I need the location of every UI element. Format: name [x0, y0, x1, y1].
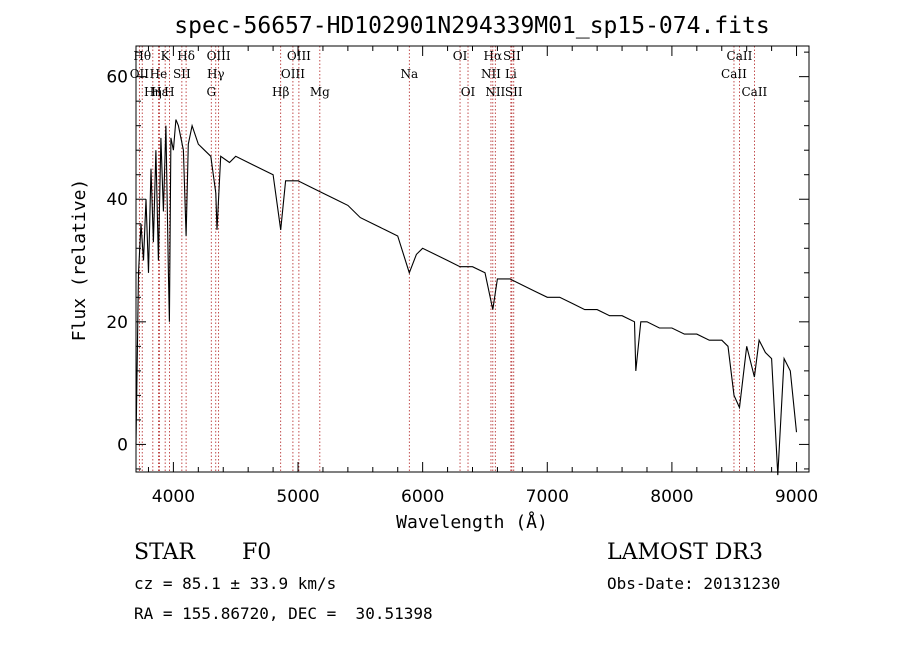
- y-tick-label-3: 60: [106, 68, 128, 88]
- spectrum-chart: spec-56657-HD102901N294339M01_sp15-074.f…: [69, 13, 818, 533]
- x-tick-label-4: 8000: [650, 487, 693, 507]
- line-label-12: Hβ: [272, 85, 289, 99]
- x-tick-label-5: 9000: [775, 487, 818, 507]
- line-label-4: K: [161, 49, 171, 63]
- line-label-1: OII: [130, 67, 150, 81]
- line-label-3: Hε: [151, 85, 168, 99]
- y-axis: 0 20 40 60: [106, 51, 809, 470]
- line-label-10: Hγ: [207, 67, 225, 81]
- line-label-17: OI: [453, 49, 468, 63]
- line-label-11: G: [206, 85, 216, 99]
- x-tick-label-1: 5000: [276, 487, 319, 507]
- line-label-2: Hη: [144, 85, 162, 99]
- plot-frame: [135, 45, 810, 473]
- x-tick-label-3: 7000: [526, 487, 569, 507]
- line-label-27: CaII: [741, 85, 767, 99]
- survey-name: LAMOST DR3: [607, 540, 763, 565]
- line-label-22: SII: [503, 49, 521, 63]
- line-label-9: OIII: [207, 49, 231, 63]
- object-subclass: F0: [242, 540, 272, 565]
- line-label-13: OIII: [287, 49, 311, 63]
- line-label-19: Hα: [484, 49, 503, 63]
- line-label-14: OIII: [281, 67, 305, 81]
- x-axis-label: Wavelength (Å): [396, 511, 548, 533]
- line-label-21: NII: [485, 85, 505, 99]
- spectrum-series: [135, 119, 798, 476]
- line-label-15: Mg: [310, 85, 330, 99]
- chart-title: spec-56657-HD102901N294339M01_sp15-074.f…: [174, 13, 769, 39]
- x-tick-label-2: 6000: [401, 487, 444, 507]
- y-tick-label-2: 40: [106, 190, 128, 210]
- observation-date: Obs-Date: 20131230: [607, 574, 781, 593]
- line-label-24: SII: [505, 85, 523, 99]
- x-axis: 4000 5000 6000 7000 8000 9000: [147, 46, 818, 507]
- line-label-20: NII: [481, 67, 501, 81]
- line-label-18: OI: [461, 85, 476, 99]
- x-tick-label-0: 4000: [152, 487, 195, 507]
- y-axis-label: Flux (relative): [69, 179, 90, 342]
- spectrum-line: [135, 119, 798, 476]
- coordinates: RA = 155.86720, DEC = 30.51398: [134, 604, 433, 623]
- object-class: STAR: [134, 540, 195, 565]
- line-label-26: CaII: [721, 67, 747, 81]
- y-tick-label-1: 20: [106, 313, 128, 333]
- line-label-8: Hδ: [177, 49, 195, 63]
- line-label-23: Li: [505, 67, 517, 81]
- line-label-25: CaII: [727, 49, 753, 63]
- y-tick-label-0: 0: [117, 435, 128, 455]
- line-label-5: He: [150, 67, 168, 81]
- line-label-16: Na: [400, 67, 418, 81]
- line-label-7: SII: [173, 67, 191, 81]
- redshift-velocity: cz = 85.1 ± 33.9 km/s: [134, 574, 337, 593]
- line-label-6: H: [164, 85, 174, 99]
